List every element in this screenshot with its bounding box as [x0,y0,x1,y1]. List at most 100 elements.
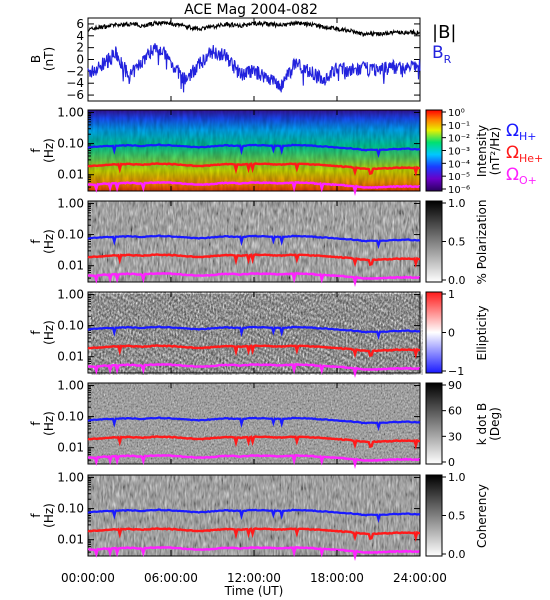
polarization-cbar-label: % Polarization [475,200,489,285]
x-tick-label: 00:00:00 [61,571,115,585]
he-plus-gyro-line [87,253,420,269]
colorbar-tick-label: 10⁰ [448,108,465,119]
x-tick-label: 12:00:00 [227,571,281,585]
kdotb-cbar-label: k dot B [475,403,489,445]
h-plus-gyro-line [87,508,421,524]
b-ytick-label: −4 [66,76,84,90]
polarization-colorbar [425,200,443,283]
br-legend: BR [432,43,452,66]
ellipticity-blue-texture [91,294,423,375]
he-plus-gyro-line [87,344,420,360]
o-plus-gyro-line [87,362,420,379]
ellipticity-panel [87,291,443,375]
colorbar-tick-label: 30 [448,430,462,443]
b-ytick-label: 4 [76,29,84,43]
b-panel-yunit: (nT) [42,47,56,71]
f-ytick-label: 0.01 [57,259,84,273]
colorbar-tick-label: 10⁻⁴ [448,159,470,170]
h-plus-gyro-line [87,416,421,432]
f-ytick-label: 0.01 [57,350,84,364]
f-axis-unit: (Hz) [42,503,56,528]
o-plus-gyro-line [87,545,420,562]
coherency-cbar-label: Coherency [475,484,489,548]
b-panel-ylabel: B [29,55,43,63]
b-ytick-label: 2 [76,41,84,55]
f-ytick-label: 0.01 [57,168,84,182]
ellipticity-colorbar [425,291,443,374]
bmag-legend: |B| [432,22,456,43]
colorbar-tick-label: 10⁻⁵ [448,172,470,183]
x-tick-label: 06:00:00 [144,571,198,585]
he-plus-legend: ΩHe+ [506,143,543,165]
colorbar-tick-label: 10⁻³ [448,147,470,158]
o-plus-gyro-line [87,180,420,197]
b-ytick-label: 0 [76,53,84,67]
chart-title: ACE Mag 2004-082 [184,2,318,18]
f-axis-unit: (Hz) [42,411,56,436]
f-axis-label: f [29,330,43,335]
colorbar-tick-label: 0 [448,327,455,340]
bmag-series-line [87,19,421,38]
colorbar-tick-label: 0.0 [448,274,466,287]
colorbar-tick-label: 60 [448,405,462,418]
x-tick-label: 24:00:00 [393,571,447,585]
h-plus-legend: ΩH+ [506,121,537,143]
colorbar-tick-label: 0.5 [448,236,466,249]
colorbar-tick-label: 90 [448,379,462,392]
kdotb-panel [87,382,443,465]
b-ytick-label: −6 [66,88,84,102]
h-plus-gyro-line [87,325,421,341]
f-axis-unit: (Hz) [42,229,56,254]
colorbar-tick-label: 0.0 [448,548,466,561]
colorbar-tick-label: 0.5 [448,510,466,523]
f-axis-unit: (Hz) [42,320,56,345]
f-ytick-label: 1.00 [57,470,84,484]
x-tick-label: 18:00:00 [310,571,364,585]
f-ytick-label: 1.00 [57,287,84,301]
f-ytick-label: 1.00 [57,196,84,210]
he-plus-gyro-line [87,162,420,178]
colorbar-tick-label: 1 [448,288,455,301]
b-panel-frame [87,17,421,102]
colorbar-tick-label: 10⁻¹ [448,121,470,132]
x-axis: 00:00:00 06:00:00 12:00:00 18:00:00 24:00:00 [61,18,447,585]
b-ytick-label: 6 [76,17,84,31]
ellipticity-cbar-label: Ellipticity [475,306,489,361]
f-axis-label: f [29,148,43,153]
o-plus-legend: ΩO+ [506,165,537,187]
colorbar-tick-label: −1 [448,365,464,378]
dynamic-layer: 1.000.100.01f (Hz)10⁰10⁻¹10⁻²10⁻³10⁻⁴10⁻⁵… [29,105,470,562]
f-ytick-label: 1.00 [57,105,84,119]
kdotb-colorbar [425,382,443,465]
intensity-colorbar [425,109,443,192]
h-plus-gyro-line [87,143,421,159]
br-series-line [87,43,421,93]
colorbar-tick-label: 10⁻² [448,134,470,145]
he-plus-gyro-line [87,527,420,543]
coherency-colorbar [425,474,443,557]
colorbar-tick-label: 0 [448,456,455,469]
f-ytick-label: 0.10 [57,502,84,516]
kdotb-cbar-unit: (Deg) [488,407,502,441]
f-axis-label: f [29,239,43,244]
f-ytick-label: 0.01 [57,441,84,455]
x-axis-label: Time (UT) [224,584,284,598]
intensity-cbar-unit: (nT²/Hz) [488,127,502,175]
colorbar-tick-label: 10⁻⁶ [448,185,470,196]
o-plus-gyro-line [87,453,420,470]
f-ytick-label: 0.10 [57,410,84,424]
b-ytick-label: −2 [66,64,84,78]
f-ytick-label: 0.10 [57,319,84,333]
f-ytick-label: 0.10 [57,137,84,151]
f-ytick-label: 0.10 [57,228,84,242]
o-plus-gyro-line [87,271,420,288]
f-ytick-label: 1.00 [57,378,84,392]
h-plus-gyro-line [87,234,421,250]
f-axis-unit: (Hz) [42,138,56,163]
f-axis-label: f [29,421,43,426]
f-axis-label: f [29,513,43,518]
colorbar-tick-label: 1.0 [448,197,466,210]
